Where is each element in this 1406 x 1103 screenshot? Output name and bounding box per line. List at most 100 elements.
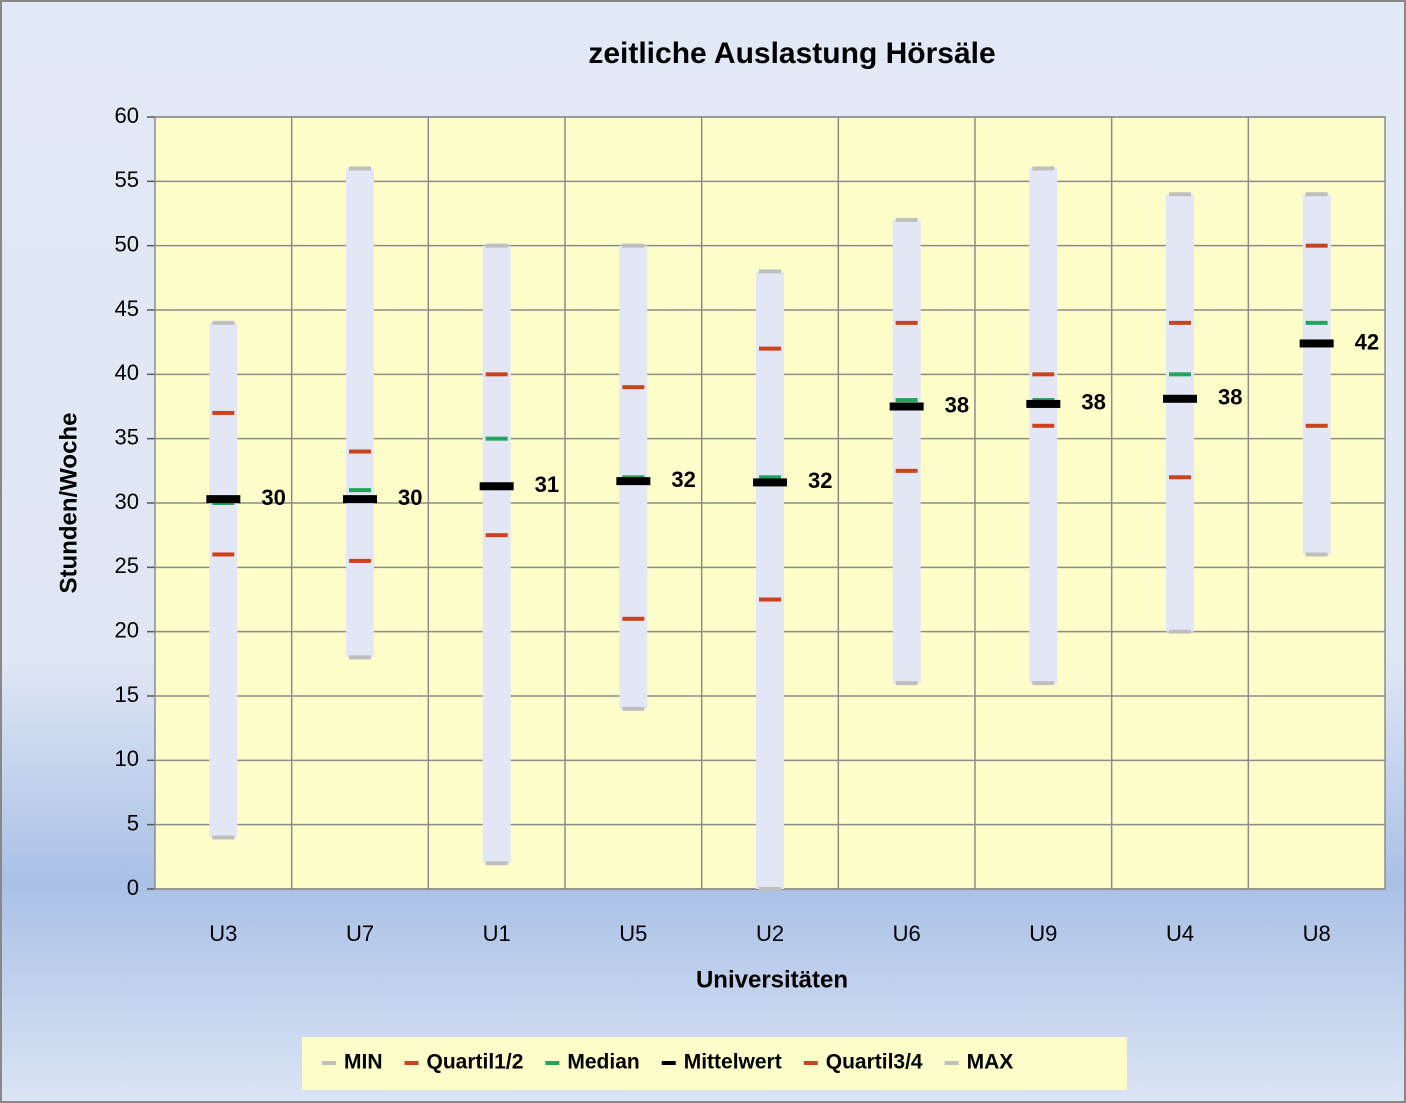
marker <box>1299 339 1334 348</box>
y-tick-label: 15 <box>115 682 139 707</box>
legend-swatch <box>661 1061 676 1065</box>
data-label: 30 <box>261 485 285 510</box>
y-tick-label: 50 <box>115 231 139 256</box>
y-tick-label: 45 <box>115 296 139 321</box>
marker <box>485 436 508 441</box>
marker <box>759 597 781 602</box>
marker <box>1169 372 1191 377</box>
range-bar <box>1166 194 1194 632</box>
marker <box>1305 243 1328 248</box>
legend-label: Quartil3/4 <box>826 1051 923 1074</box>
legend-swatch <box>322 1061 336 1065</box>
marker <box>1032 423 1055 428</box>
marker <box>349 449 371 454</box>
legend-label: MIN <box>344 1051 383 1074</box>
y-tick-label: 30 <box>115 489 139 514</box>
y-tick-label: 0 <box>127 875 139 900</box>
marker <box>1169 475 1191 480</box>
data-label: 42 <box>1355 329 1379 354</box>
marker <box>759 887 781 891</box>
marker <box>206 495 241 504</box>
marker <box>349 558 371 563</box>
y-tick-label: 55 <box>115 167 139 192</box>
marker <box>479 482 514 491</box>
marker <box>759 346 781 351</box>
marker <box>759 269 781 274</box>
marker <box>1305 320 1328 325</box>
marker <box>1026 399 1061 408</box>
marker <box>895 320 918 325</box>
range-bar <box>1302 194 1331 555</box>
marker <box>485 861 508 866</box>
y-tick-label: 20 <box>115 617 139 642</box>
data-label: 38 <box>1218 385 1242 410</box>
marker <box>485 243 508 248</box>
y-tick-label: 25 <box>115 553 139 578</box>
range-bar <box>209 322 238 838</box>
x-tick-label: U1 <box>483 921 511 946</box>
marker <box>1169 629 1191 634</box>
x-tick-label: U9 <box>1029 921 1057 946</box>
chart-title: zeitliche Auslastung Hörsäle <box>588 37 995 70</box>
legend-label: Quartil1/2 <box>427 1051 524 1074</box>
x-tick-label: U7 <box>346 921 374 946</box>
range-bar <box>756 271 784 889</box>
marker <box>1032 166 1055 171</box>
x-tick-label: U8 <box>1303 921 1331 946</box>
legend-label: Mittelwert <box>684 1051 782 1074</box>
marker <box>622 616 645 621</box>
marker <box>1305 552 1328 557</box>
marker <box>1032 681 1055 686</box>
range-bar <box>892 219 921 684</box>
y-axis-title: Stunden/Woche <box>55 413 82 594</box>
marker <box>622 385 645 390</box>
marker <box>212 410 235 415</box>
marker <box>1305 192 1328 197</box>
marker <box>212 320 235 325</box>
marker <box>349 488 371 493</box>
x-tick-label: U6 <box>893 921 921 946</box>
legend-label: Median <box>567 1051 639 1074</box>
legend-swatch <box>545 1061 560 1065</box>
marker <box>212 835 235 840</box>
data-label: 32 <box>671 467 695 492</box>
range-bar <box>346 168 374 658</box>
range-bar <box>482 245 511 864</box>
legend-swatch <box>404 1061 419 1065</box>
x-tick-label: U3 <box>209 921 237 946</box>
marker <box>212 552 235 557</box>
data-label: 30 <box>398 485 422 510</box>
legend-label: MAX <box>967 1051 1014 1074</box>
marker <box>895 217 918 222</box>
marker <box>485 372 508 377</box>
marker <box>1169 320 1191 325</box>
x-tick-label: U2 <box>756 921 784 946</box>
marker <box>1305 423 1328 428</box>
marker <box>622 243 645 248</box>
y-tick-label: 5 <box>127 810 139 835</box>
marker <box>349 166 371 171</box>
marker <box>616 477 651 486</box>
y-tick-label: 40 <box>115 360 139 385</box>
legend-swatch <box>803 1061 818 1065</box>
marker <box>1169 192 1191 197</box>
data-label: 31 <box>535 472 559 497</box>
marker <box>343 495 377 504</box>
y-tick-label: 35 <box>115 424 139 449</box>
y-tick-label: 10 <box>115 746 139 771</box>
marker <box>485 533 508 538</box>
marker <box>759 475 781 480</box>
y-tick-label: 60 <box>115 103 139 128</box>
legend-box <box>302 1037 1127 1090</box>
marker <box>1163 394 1197 403</box>
data-label: 38 <box>945 392 969 417</box>
marker <box>889 402 924 411</box>
marker <box>622 706 645 711</box>
marker <box>349 655 371 660</box>
data-label: 32 <box>808 468 832 493</box>
marker <box>753 478 787 487</box>
data-label: 38 <box>1081 390 1105 415</box>
marker <box>895 468 918 473</box>
marker <box>895 681 918 686</box>
